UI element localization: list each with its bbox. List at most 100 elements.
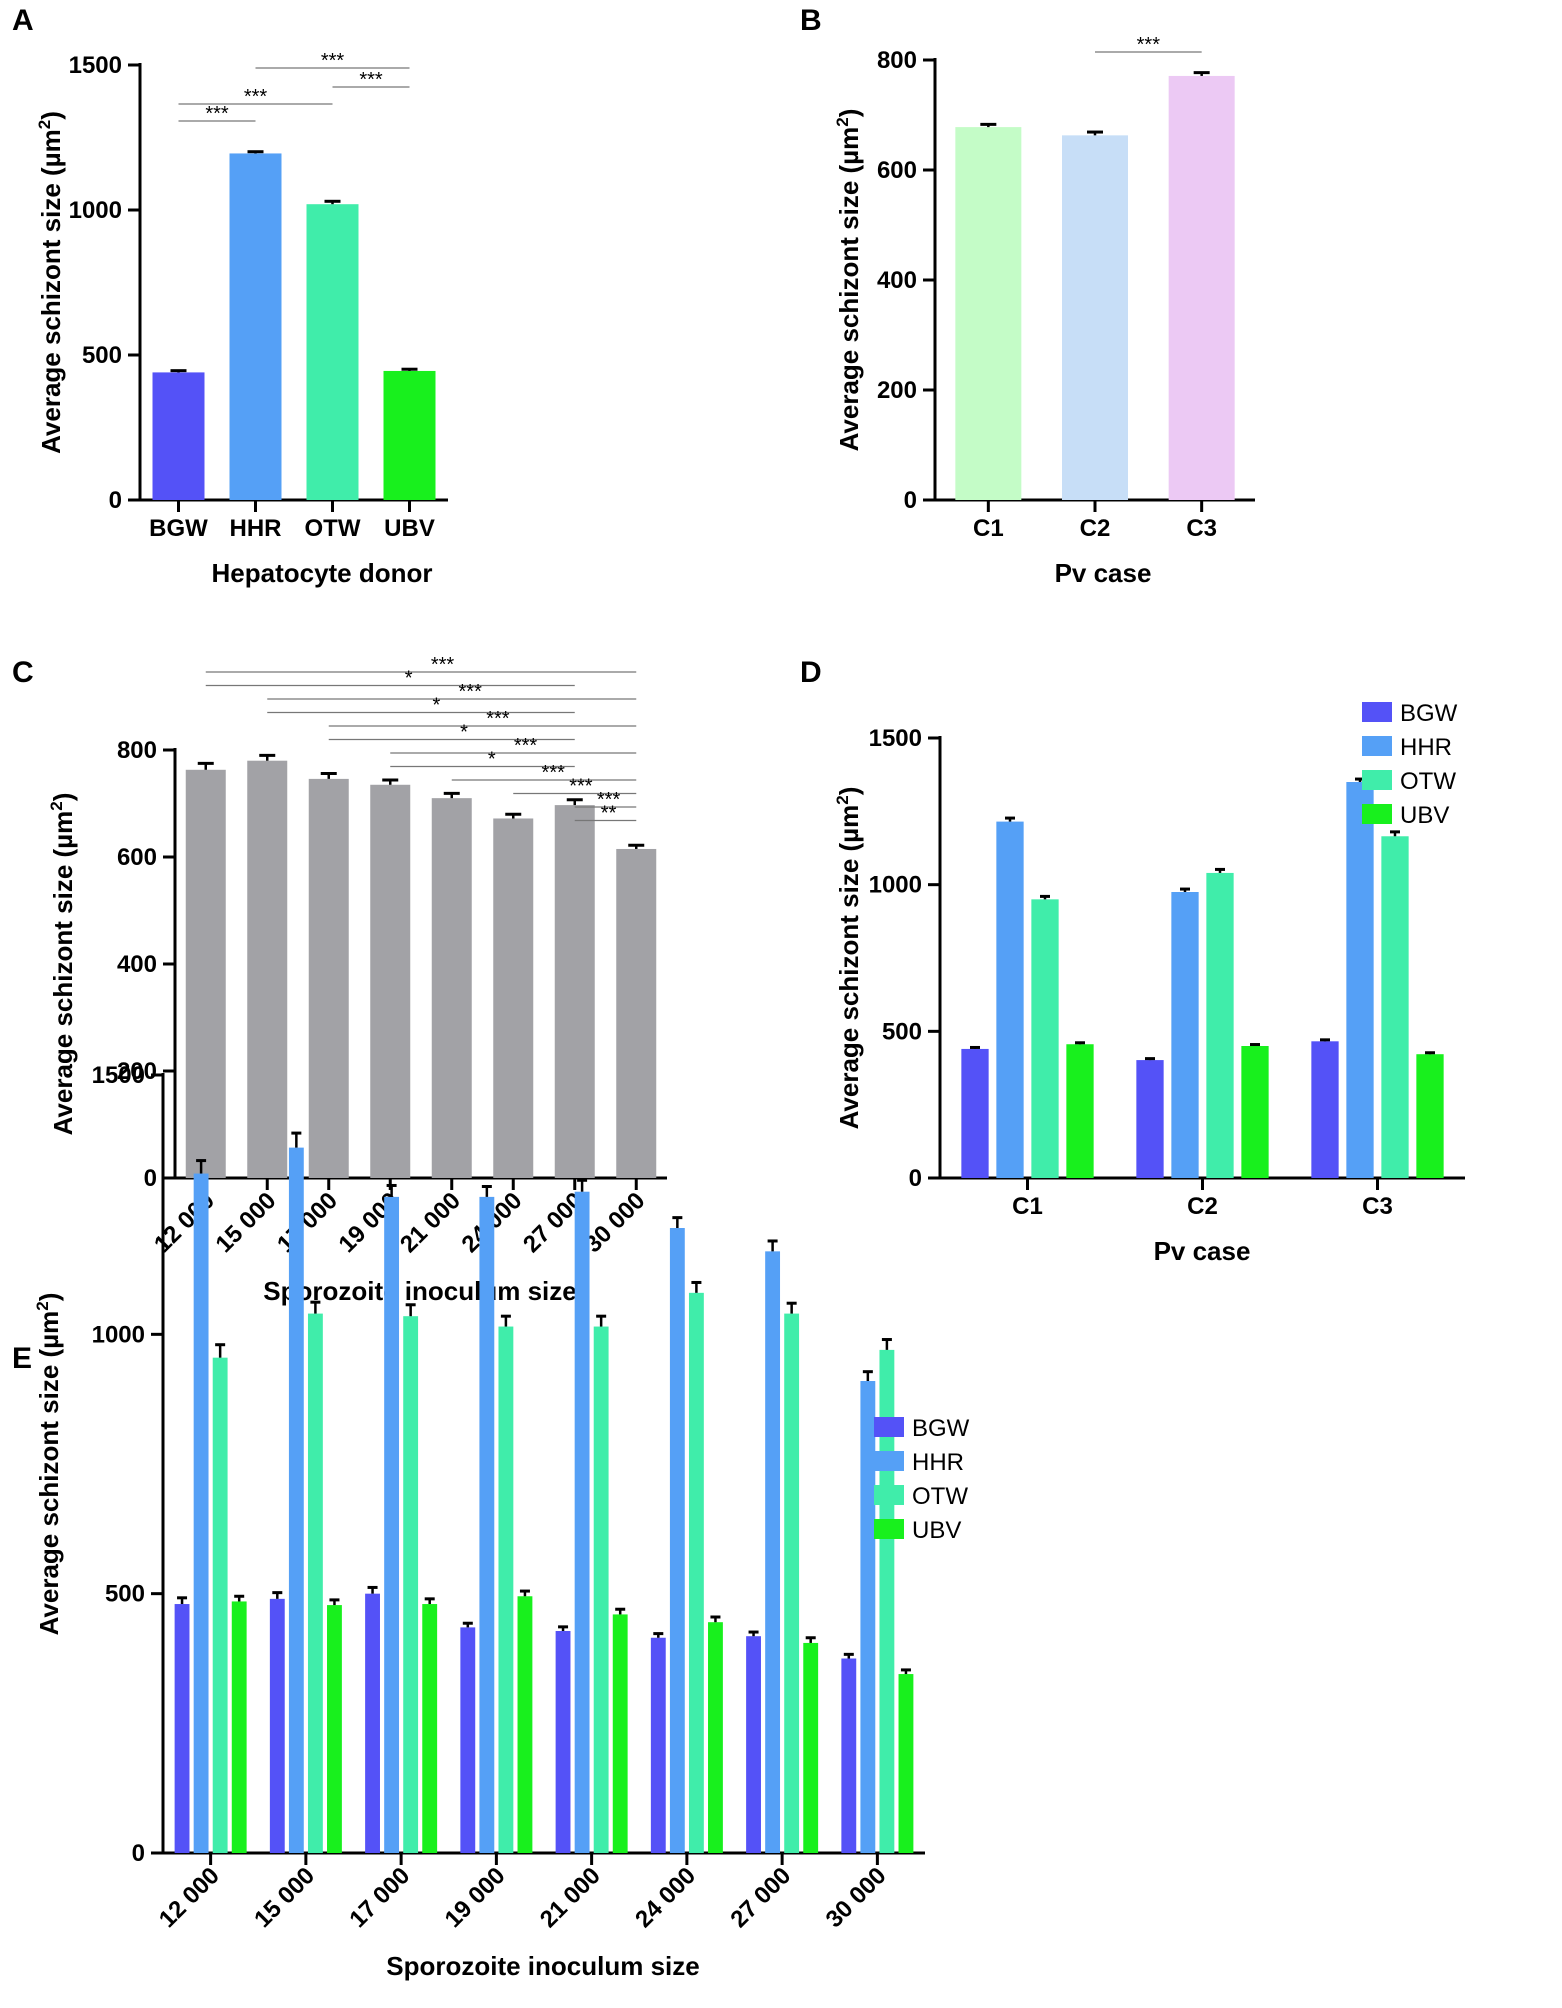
bar-OTW-30000 bbox=[879, 1349, 895, 1853]
bar-HHR-15000 bbox=[288, 1147, 304, 1853]
bar-HHR-21000 bbox=[574, 1191, 590, 1853]
panel-E: E 0 500 1000 1500 Average schizont size (µm2)… bbox=[12, 1062, 970, 1981]
significance-label: *** bbox=[542, 762, 566, 784]
panel-D: D 0 500 1000 1500 Average schizont size (µm2)… bbox=[800, 656, 1465, 1266]
panel-C: C 0 200 400 600 800 Average schizont size (µm2… bbox=[12, 654, 667, 1306]
bar-UBV-21000 bbox=[612, 1614, 628, 1853]
x-tick-label: C2 bbox=[1080, 515, 1111, 542]
significance-label: *** bbox=[359, 69, 383, 91]
x-tick-label: 12 000 bbox=[149, 1187, 220, 1258]
significance-label: * bbox=[405, 668, 413, 690]
y-tick-label: 1500 bbox=[92, 1062, 145, 1089]
legend-label: OTW bbox=[1400, 768, 1456, 795]
y-tick-label: 500 bbox=[105, 1581, 145, 1608]
bar-UBV-17000 bbox=[422, 1604, 438, 1853]
y-tick-label: 0 bbox=[132, 1840, 145, 1867]
bar-OTW-C1 bbox=[1031, 899, 1059, 1178]
bar-OTW-19000 bbox=[498, 1326, 514, 1853]
x-tick-label: 17 000 bbox=[272, 1187, 343, 1258]
legend-swatch-BGW bbox=[874, 1417, 904, 1437]
y-tick-label: 1000 bbox=[869, 872, 922, 899]
x-tick-label: 27 000 bbox=[725, 1862, 796, 1933]
x-tick-label: 21 000 bbox=[535, 1862, 606, 1933]
y-tick-label: 1000 bbox=[92, 1321, 145, 1348]
legend-label: BGW bbox=[912, 1415, 970, 1442]
bar-BGW-24000 bbox=[650, 1637, 666, 1853]
x-tick-label: C1 bbox=[973, 515, 1004, 542]
y-axis-label: Average schizont size (µm2) bbox=[833, 787, 864, 1130]
y-tick-label: 1000 bbox=[69, 197, 122, 224]
y-tick-label: 400 bbox=[117, 951, 157, 978]
bar-BGW-15000 bbox=[269, 1598, 285, 1853]
x-axis-label: Sporozoite inoculum size bbox=[263, 1276, 576, 1306]
bar-30000 bbox=[616, 848, 657, 1178]
bar-BGW-19000 bbox=[460, 1627, 476, 1853]
legend-swatch-BGW bbox=[1362, 702, 1392, 722]
bar-OTW-15000 bbox=[307, 1313, 323, 1853]
bar-17000 bbox=[308, 778, 349, 1178]
bar-19000 bbox=[370, 784, 411, 1178]
bar-UBV-15000 bbox=[327, 1605, 342, 1853]
x-axis-label: Pv case bbox=[1055, 558, 1152, 588]
y-tick-label: 800 bbox=[117, 737, 157, 764]
bar-OTW bbox=[306, 204, 359, 500]
x-tick-label: 19 000 bbox=[440, 1862, 511, 1933]
significance-label: * bbox=[488, 749, 496, 771]
x-tick-label: 15 000 bbox=[249, 1862, 320, 1933]
y-axis-label: Average schizont size (µm2) bbox=[833, 109, 864, 452]
x-tick-label: UBV bbox=[384, 515, 435, 542]
significance-label: * bbox=[432, 695, 440, 717]
x-tick-label: OTW bbox=[305, 515, 361, 542]
bar-HHR-24000 bbox=[669, 1228, 685, 1853]
y-tick-label: 1500 bbox=[69, 52, 122, 79]
bar-OTW-24000 bbox=[688, 1292, 704, 1853]
legend-swatch-OTW bbox=[1362, 770, 1392, 790]
y-tick-label: 200 bbox=[117, 1058, 157, 1085]
bar-OTW-C3 bbox=[1381, 836, 1409, 1178]
bar-HHR-27000 bbox=[765, 1251, 781, 1853]
bar-OTW-C2 bbox=[1206, 872, 1234, 1178]
bar-HHR-C1 bbox=[996, 821, 1024, 1178]
y-tick-label: 0 bbox=[904, 487, 917, 514]
x-tick-label: 15 000 bbox=[210, 1187, 281, 1258]
panel-label: A bbox=[12, 4, 34, 37]
y-tick-label: 0 bbox=[144, 1165, 157, 1192]
x-tick-label: 17 000 bbox=[344, 1862, 415, 1933]
y-tick-label: 200 bbox=[877, 377, 917, 404]
bar-BGW-C2 bbox=[1136, 1060, 1164, 1178]
bar-OTW-21000 bbox=[593, 1326, 609, 1853]
bar-HHR-12000 bbox=[193, 1173, 209, 1853]
y-tick-label: 400 bbox=[877, 267, 917, 294]
significance-label: *** bbox=[244, 86, 268, 108]
x-tick-label: C2 bbox=[1187, 1193, 1218, 1220]
bar-UBV-19000 bbox=[517, 1596, 533, 1853]
legend-label: UBV bbox=[1400, 802, 1449, 829]
y-tick-label: 500 bbox=[82, 342, 122, 369]
significance-label: *** bbox=[597, 789, 621, 811]
legend: BGW HHR OTW UBV bbox=[874, 1415, 970, 1544]
x-tick-label: BGW bbox=[149, 515, 208, 542]
bar-UBV bbox=[383, 370, 436, 500]
legend-label: HHR bbox=[912, 1449, 964, 1476]
y-tick-label: 600 bbox=[877, 157, 917, 184]
bar-C3 bbox=[1168, 75, 1235, 500]
legend-swatch-UBV bbox=[1362, 804, 1392, 824]
y-axis-label: Average schizont size (µm2) bbox=[47, 793, 78, 1136]
bar-C1 bbox=[955, 127, 1022, 500]
bar-BGW-21000 bbox=[555, 1631, 571, 1853]
x-axis-label: Sporozoite inoculum size bbox=[386, 1951, 699, 1981]
significance-label: *** bbox=[486, 708, 510, 730]
bar-12000 bbox=[185, 769, 226, 1178]
x-tick-label: 12 000 bbox=[154, 1862, 225, 1933]
panel-B: B 0 200 400 600 800 Average schizont size (µm2… bbox=[800, 4, 1255, 588]
bar-HHR bbox=[229, 153, 282, 500]
significance-label: *** bbox=[431, 654, 455, 676]
legend-swatch-UBV bbox=[874, 1519, 904, 1539]
significance-label: * bbox=[460, 722, 468, 744]
y-tick-label: 1500 bbox=[869, 725, 922, 752]
y-tick-label: 600 bbox=[117, 844, 157, 871]
x-tick-label: 30 000 bbox=[821, 1862, 892, 1933]
significance-label: *** bbox=[321, 50, 345, 72]
bar-27000 bbox=[554, 805, 595, 1178]
bar-BGW-C3 bbox=[1311, 1041, 1339, 1178]
